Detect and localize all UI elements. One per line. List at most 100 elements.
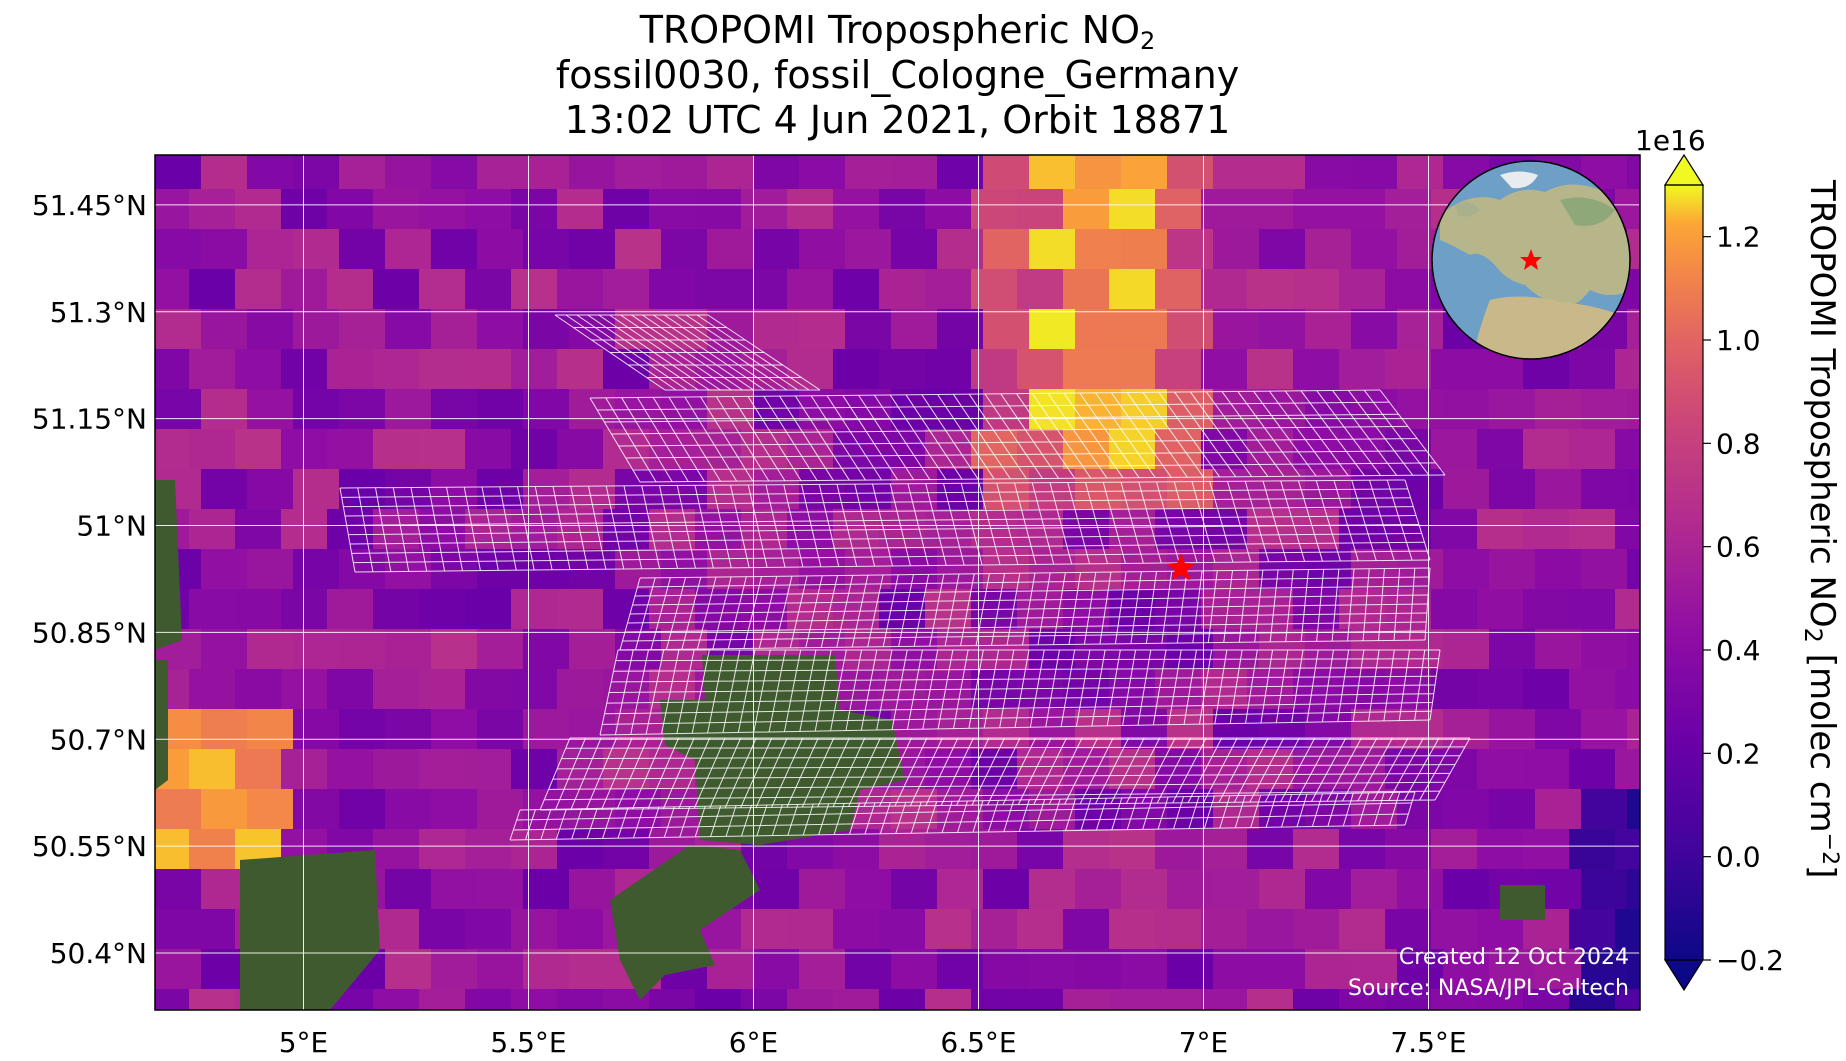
swath-line (1141, 737, 1176, 804)
no2-pixel (661, 1029, 708, 1061)
swath-line (786, 737, 819, 808)
no2-pixel (1155, 669, 1202, 710)
swath-line (678, 737, 711, 809)
no2-pixel (1443, 789, 1490, 830)
no2-pixel (189, 749, 236, 790)
no2-pixel (741, 349, 788, 390)
no2-pixel (477, 389, 524, 430)
no2-pixel (1385, 829, 1432, 870)
swath-line (1156, 481, 1180, 563)
no2-pixel (235, 589, 282, 630)
swath-line (747, 396, 802, 481)
no2-pixel (293, 629, 340, 670)
no2-pixel (385, 629, 432, 670)
no2-pixel (1017, 189, 1064, 230)
swath-line (611, 425, 1408, 435)
swath-line (1253, 390, 1317, 477)
swath-line (1080, 798, 1092, 831)
no2-pixel (1017, 989, 1064, 1010)
no2-pixel (603, 829, 650, 870)
no2-pixel (1121, 229, 1168, 270)
swath-line (637, 576, 1430, 588)
swath-line (499, 486, 517, 571)
no2-pixel (477, 709, 524, 750)
no2-pixel (201, 229, 248, 270)
no2-pixel (1569, 429, 1616, 470)
no2-pixel (1167, 709, 1214, 750)
swath-line (779, 395, 834, 481)
no2-pixel (557, 589, 604, 630)
swath-line (571, 808, 583, 840)
no2-pixel (1443, 869, 1490, 910)
no2-pixel (1017, 269, 1064, 310)
no2-pixel (1201, 909, 1248, 950)
swath-line (1332, 390, 1398, 476)
no2-pixel (1397, 309, 1444, 350)
no2-pixel (1443, 549, 1490, 590)
no2-pixel (1305, 1029, 1352, 1061)
swath-line (1033, 737, 1068, 805)
swath-line (905, 394, 963, 480)
no2-pixel (1351, 309, 1398, 350)
swath-line (1205, 391, 1269, 477)
no2-pixel (1155, 429, 1202, 470)
swath-line (662, 737, 695, 809)
no2-pixel (1673, 1029, 1720, 1061)
no2-pixel (983, 469, 1030, 510)
swath-line (937, 394, 995, 480)
no2-pixel (1535, 949, 1582, 990)
no2-pixel (753, 155, 800, 190)
no2-pixel (1477, 509, 1524, 550)
swath-line (1404, 791, 1416, 826)
satellite-patch (1500, 885, 1545, 920)
swath-line (605, 485, 625, 570)
swath-line (605, 397, 657, 483)
no2-pixel (1581, 469, 1628, 510)
swath-line (1065, 798, 1076, 831)
swath-line (1419, 737, 1455, 801)
no2-pixel (465, 669, 512, 710)
swath-line (694, 806, 706, 838)
swath-line (712, 485, 732, 568)
no2-pixel (201, 469, 248, 510)
no2-pixel (1247, 589, 1294, 630)
no2-pixel (1581, 949, 1628, 990)
no2-pixel (603, 429, 650, 470)
no2-pixel (1581, 789, 1628, 830)
swath-line (1379, 389, 1446, 476)
no2-pixel (1029, 709, 1076, 750)
no2-pixel (465, 909, 512, 950)
no2-pixel (1247, 189, 1294, 230)
no2-pixel (983, 869, 1030, 910)
no2-pixel (833, 589, 880, 630)
no2-pixel (1489, 1029, 1536, 1061)
no2-pixel (1167, 155, 1214, 190)
no2-pixel (1259, 949, 1306, 990)
swath-line (570, 737, 602, 810)
no2-pixel (1569, 749, 1616, 790)
swath-line (354, 559, 1431, 573)
no2-pixel (983, 309, 1030, 350)
swath-line (1067, 482, 1091, 564)
no2-pixel (419, 589, 466, 630)
swath-line (1049, 798, 1061, 832)
no2-pixel (1431, 429, 1478, 470)
no2-pixel (925, 189, 972, 230)
swath-line (1372, 737, 1409, 801)
no2-pixel (1075, 389, 1122, 430)
no2-pixel (339, 309, 386, 350)
no2-pixel (1293, 189, 1340, 230)
swath-line (1110, 392, 1172, 478)
swath-line (801, 737, 835, 808)
no2-pixel (431, 389, 478, 430)
no2-pixel (155, 189, 190, 230)
swath-line (599, 719, 1431, 736)
no2-pixel (247, 709, 294, 750)
no2-pixel (603, 189, 650, 230)
no2-pixel (879, 589, 926, 630)
satellite-patch (155, 480, 182, 650)
no2-pixel (1075, 229, 1122, 270)
no2-pixel (1213, 229, 1260, 270)
swath-line (1262, 480, 1288, 562)
